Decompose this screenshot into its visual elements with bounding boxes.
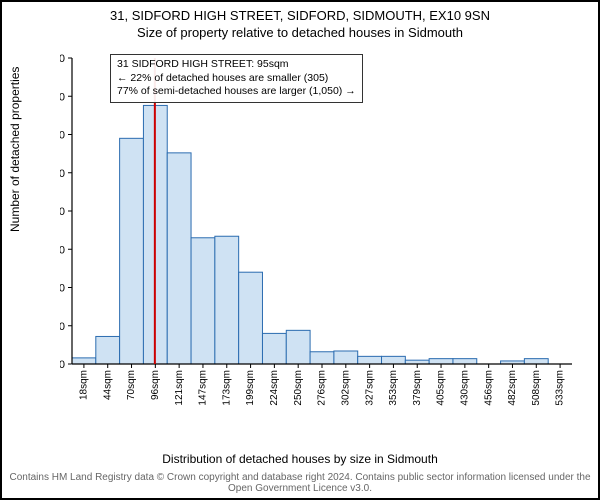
svg-text:379sqm: 379sqm	[412, 370, 423, 406]
info-line-3: 77% of semi-detached houses are larger (…	[117, 85, 356, 99]
svg-text:199sqm: 199sqm	[245, 370, 256, 406]
svg-text:300: 300	[60, 130, 65, 142]
svg-text:200: 200	[60, 206, 65, 218]
info-line-1: 31 SIDFORD HIGH STREET: 95sqm	[117, 58, 356, 72]
footer-attribution: Contains HM Land Registry data © Crown c…	[2, 472, 598, 494]
svg-text:327sqm: 327sqm	[364, 370, 375, 406]
svg-text:0: 0	[60, 359, 65, 371]
svg-text:50: 50	[60, 321, 65, 333]
svg-text:482sqm: 482sqm	[507, 370, 518, 406]
histogram-svg: 0 50 100 150 200 250 300 350 400 18sqm 44sqm 70sqm 9…	[60, 50, 580, 420]
svg-text:276sqm: 276sqm	[317, 370, 328, 406]
svg-text:400: 400	[60, 53, 65, 65]
x-axis-label: Distribution of detached houses by size …	[2, 452, 598, 466]
svg-text:302sqm: 302sqm	[340, 370, 351, 406]
svg-text:353sqm: 353sqm	[388, 370, 399, 406]
svg-text:224sqm: 224sqm	[269, 370, 280, 406]
chart-title-line1: 31, SIDFORD HIGH STREET, SIDFORD, SIDMOU…	[2, 8, 598, 23]
svg-text:456sqm: 456sqm	[483, 370, 494, 406]
svg-text:96sqm: 96sqm	[150, 370, 161, 400]
info-box: 31 SIDFORD HIGH STREET: 95sqm ← 22% of d…	[110, 54, 363, 103]
svg-text:173sqm: 173sqm	[221, 370, 232, 406]
chart-title-line2: Size of property relative to detached ho…	[2, 25, 598, 40]
svg-text:508sqm: 508sqm	[531, 370, 542, 406]
svg-text:100: 100	[60, 283, 65, 295]
plot-area: 0 50 100 150 200 250 300 350 400 18sqm 44sqm 70sqm 9…	[60, 50, 580, 420]
chart-container: 31, SIDFORD HIGH STREET, SIDFORD, SIDMOU…	[0, 0, 600, 500]
svg-text:533sqm: 533sqm	[555, 370, 566, 406]
y-axis-label: Number of detached properties	[8, 67, 22, 232]
svg-text:70sqm: 70sqm	[126, 370, 137, 400]
svg-text:250: 250	[60, 168, 65, 180]
svg-text:350: 350	[60, 91, 65, 103]
svg-text:121sqm: 121sqm	[174, 370, 185, 406]
svg-text:18sqm: 18sqm	[79, 370, 90, 400]
svg-text:430sqm: 430sqm	[459, 370, 470, 406]
svg-text:150: 150	[60, 244, 65, 256]
svg-text:147sqm: 147sqm	[198, 370, 209, 406]
svg-text:44sqm: 44sqm	[102, 370, 113, 400]
svg-text:250sqm: 250sqm	[293, 370, 304, 406]
svg-text:405sqm: 405sqm	[436, 370, 447, 406]
info-line-2: ← 22% of detached houses are smaller (30…	[117, 72, 356, 86]
